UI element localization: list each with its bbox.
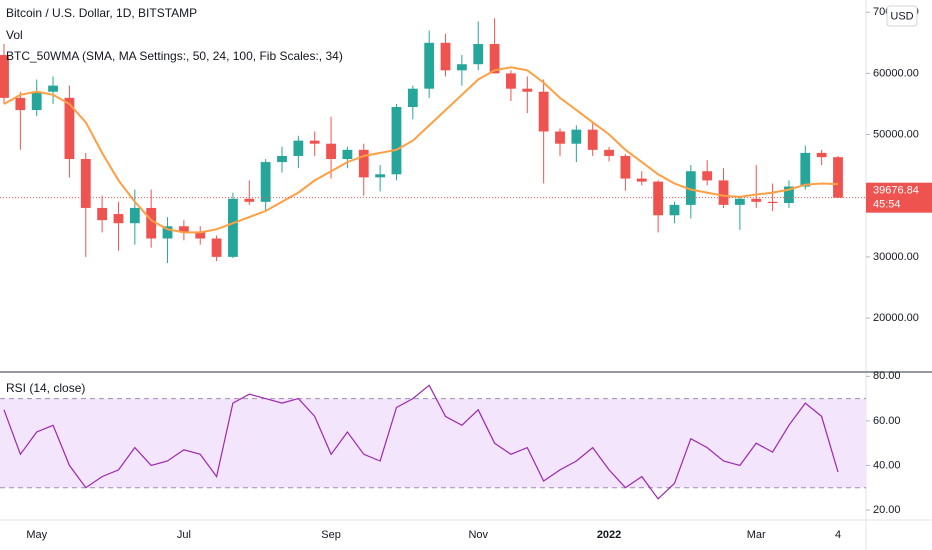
countdown-label: 45:54	[873, 199, 901, 211]
y-tick-label: 60000.00	[873, 67, 919, 79]
candle-body	[113, 214, 124, 224]
candle-body	[97, 207, 108, 221]
series-line	[3, 384, 839, 500]
candle-body	[195, 232, 206, 239]
candle-body	[31, 91, 42, 111]
candle-body	[391, 107, 402, 175]
candle-body	[129, 207, 140, 224]
candle-body	[489, 44, 500, 74]
candle-body	[178, 226, 189, 233]
last-price-badge	[866, 182, 932, 213]
candle-body	[424, 42, 435, 89]
candle-body	[833, 157, 843, 198]
candle-body	[211, 238, 222, 257]
candle-body	[228, 198, 238, 257]
candle-body	[800, 152, 811, 187]
last-price-label: 39676.84	[873, 185, 919, 197]
candle-body	[604, 149, 614, 156]
y-tick-label: 30000.00	[873, 251, 919, 263]
x-tick-label: Jul	[177, 529, 191, 541]
candle-body	[326, 143, 336, 160]
candle-body	[162, 226, 173, 239]
axes: 30000.0040000.0050000.0060000.0070000.00…	[26, 6, 932, 541]
y-tick-label: 20.00	[873, 504, 901, 516]
candle-body	[146, 207, 157, 239]
y-tick-label: 50000.00	[873, 128, 919, 140]
candle-body	[244, 198, 255, 202]
candle-body	[506, 73, 516, 89]
y-tick-label: 80.00	[873, 370, 901, 382]
candle-body	[702, 171, 713, 181]
candle-body	[669, 204, 680, 216]
candle-body	[0, 55, 9, 98]
rsi-band	[0, 398, 866, 488]
candle-body	[555, 131, 565, 144]
currency-label[interactable]: USD	[890, 10, 913, 22]
x-tick-label: Sep	[321, 529, 341, 541]
price-pane	[0, 18, 866, 263]
candle-body	[816, 152, 827, 158]
candle-body	[277, 155, 287, 163]
candle-body	[342, 149, 353, 160]
candle-body	[260, 162, 271, 202]
candle-body	[48, 85, 58, 92]
candle-body	[685, 171, 696, 205]
y-tick-label: 40.00	[873, 459, 901, 471]
currency-button[interactable]	[886, 5, 918, 27]
candle-body	[767, 201, 778, 204]
x-tick-label: 4	[835, 529, 841, 541]
candle-body	[636, 178, 647, 182]
chart-title: Bitcoin / U.S. Dollar, 1D, BITSTAMP	[6, 6, 197, 20]
x-tick-label: May	[26, 529, 47, 541]
candle-body	[15, 97, 26, 111]
rsi-label: RSI (14, close)	[6, 381, 85, 395]
candle-body	[538, 91, 549, 132]
candle-body	[473, 44, 484, 65]
y-tick-label: 60.00	[873, 415, 901, 427]
candle-body	[407, 88, 418, 108]
candle-body	[653, 181, 664, 216]
rsi-pane	[0, 384, 866, 500]
candle-body	[375, 174, 386, 178]
candle-body	[293, 140, 304, 156]
series-line	[3, 66, 839, 234]
candle-body	[784, 186, 794, 204]
indicator-label: BTC_50WMA (SMA, MA Settings:, 50, 24, 10…	[6, 49, 343, 63]
candle-body	[587, 129, 598, 150]
candle-body	[440, 42, 451, 71]
candle-body	[358, 149, 369, 178]
candle-body	[571, 129, 582, 144]
y-tick-label: 20000.00	[873, 312, 919, 324]
x-tick-label: 2022	[597, 529, 621, 541]
candle-body	[751, 198, 762, 202]
candle-body	[734, 198, 745, 205]
x-tick-label: Mar	[747, 529, 766, 541]
candle-body	[522, 88, 533, 92]
candle-body	[456, 64, 467, 71]
candle-body	[64, 97, 75, 160]
volume-label: Vol	[6, 28, 23, 42]
candle-body	[80, 159, 91, 208]
candle-body	[309, 140, 320, 144]
candle-body	[620, 155, 631, 179]
x-tick-label: Nov	[468, 529, 488, 541]
candle-body	[718, 180, 729, 205]
